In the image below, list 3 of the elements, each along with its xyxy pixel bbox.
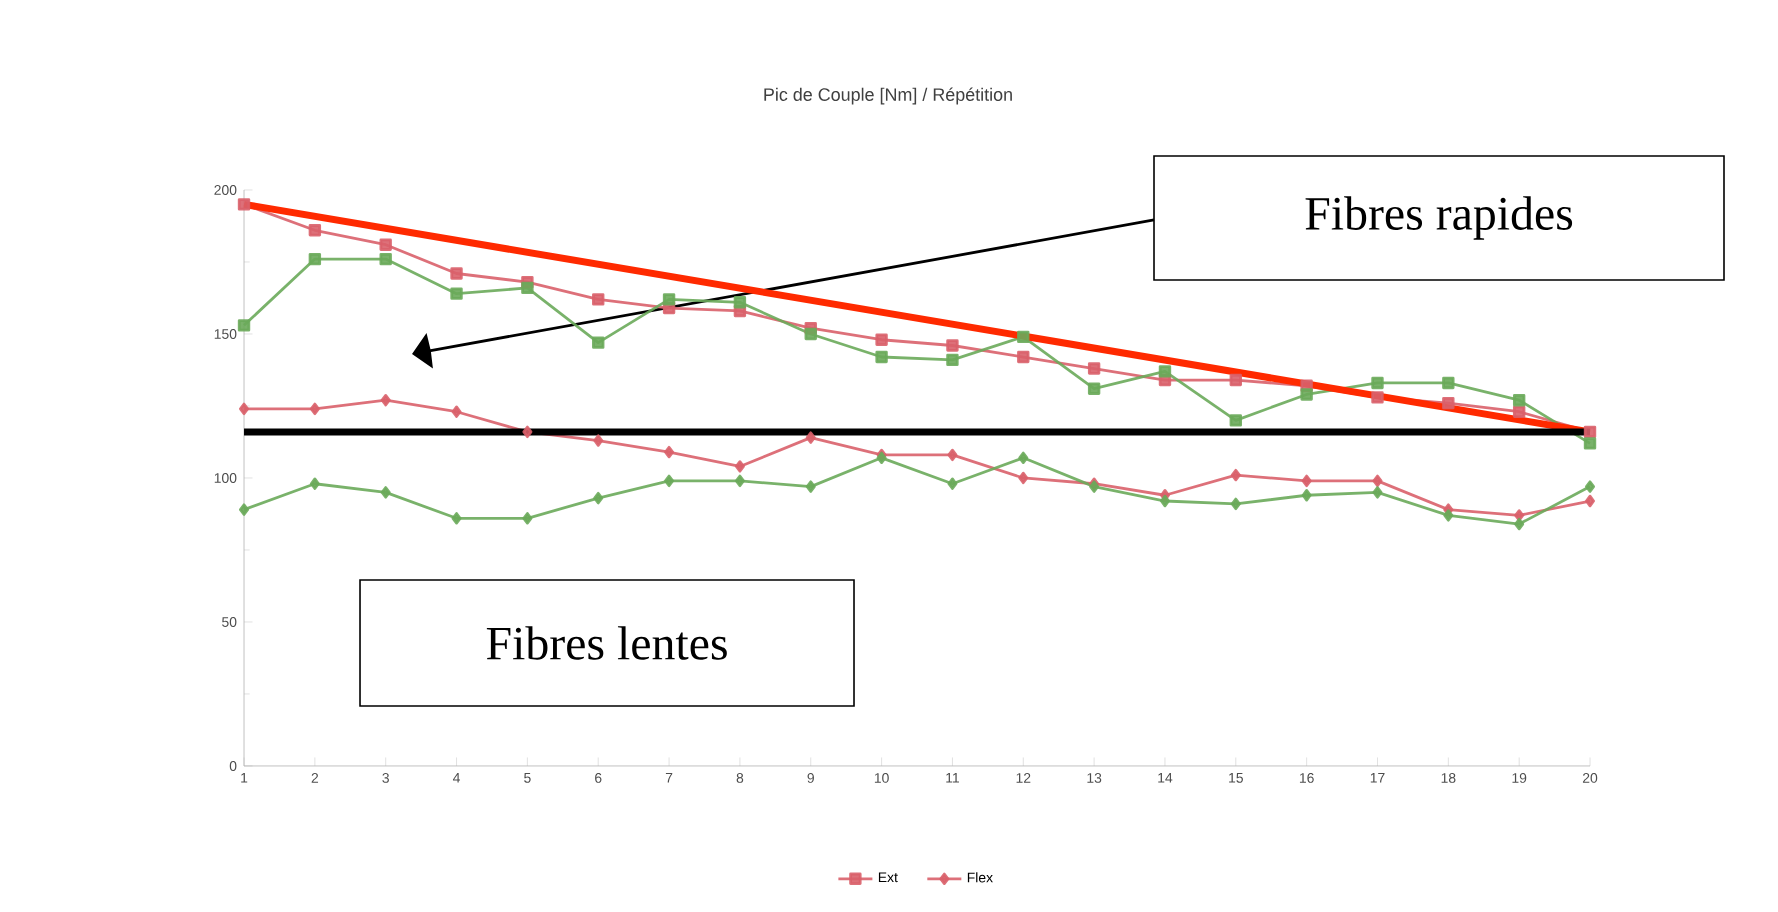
annotation: Fibres rapides	[1305, 196, 1573, 240]
chart-title: Pic de Couple [Nm] / Répétition	[764, 87, 1012, 105]
annotation: Fibres lentes	[486, 626, 727, 660]
